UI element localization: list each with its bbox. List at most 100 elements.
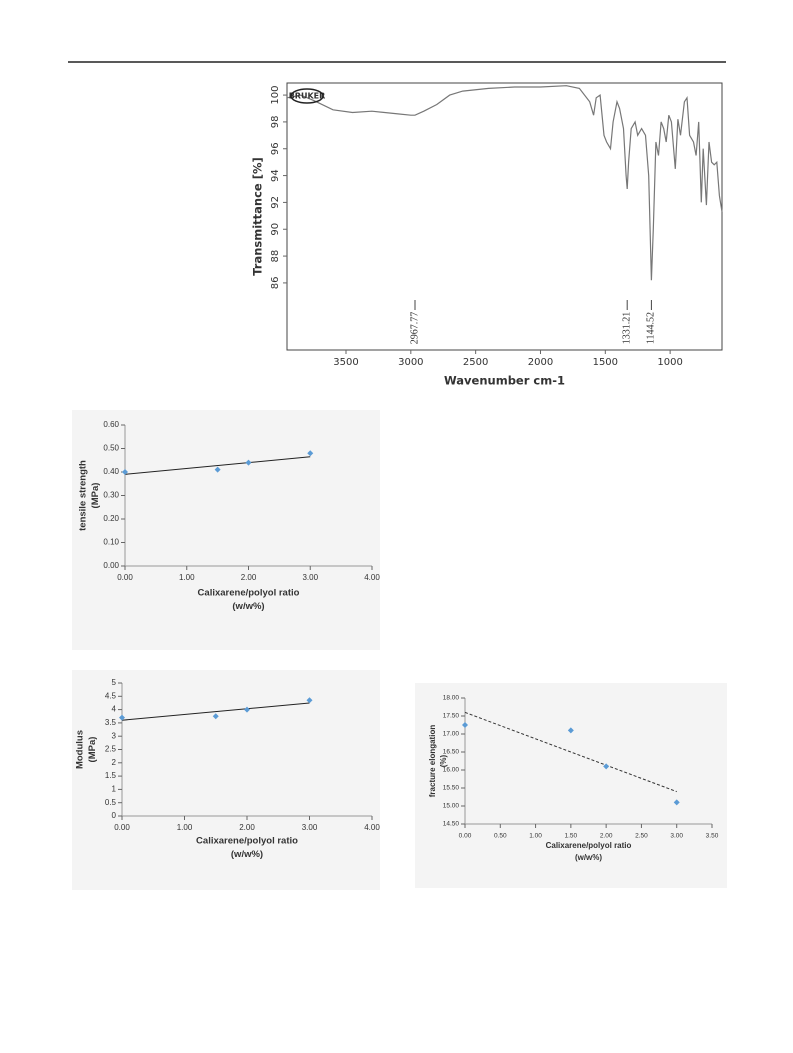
y-tick-label: 3 <box>112 731 117 740</box>
y-tick-label: 14.50 <box>443 821 460 828</box>
spectrum-line <box>286 85 723 281</box>
data-point <box>212 713 219 720</box>
y-tick-label: 90 <box>270 223 281 236</box>
x-tick-label: 3500 <box>333 357 358 368</box>
y-tick-label: 92 <box>270 196 281 209</box>
x-tick-label: 2.00 <box>239 823 255 832</box>
spectrum-panel <box>248 80 728 390</box>
x-tick-label: 0.00 <box>459 833 472 840</box>
y-tick-label: 15.00 <box>443 803 460 810</box>
y-tick-label: 0.60 <box>103 420 119 429</box>
y-tick-label: 94 <box>270 169 281 182</box>
x-axis-label: Wavenumber cm-1 <box>444 374 565 388</box>
x-tick-label: 1.00 <box>179 573 195 582</box>
x-tick-label: 0.00 <box>114 823 130 832</box>
x-tick-label: 2000 <box>528 357 553 368</box>
y-axis-label: fracture elongation <box>428 725 437 798</box>
y-tick-label: 88 <box>270 250 281 263</box>
y-tick-label: 16.00 <box>443 767 460 774</box>
x-tick-label: 1500 <box>593 357 618 368</box>
y-tick-label: 17.50 <box>443 713 460 720</box>
y-tick-label: 3.5 <box>105 718 117 727</box>
x-tick-label: 0.50 <box>494 833 507 840</box>
x-axis-label: Calixarene/polyol ratio <box>198 588 300 599</box>
data-point <box>306 697 313 704</box>
y-tick-label: 0.5 <box>105 798 117 807</box>
x-axis-label: (w/w%) <box>231 849 263 860</box>
y-tick-label: 0.30 <box>103 491 119 500</box>
y-axis-label: Modulus <box>75 730 86 769</box>
data-point <box>567 727 574 734</box>
data-point <box>119 714 125 721</box>
x-tick-label: 1000 <box>657 357 682 368</box>
x-tick-label: 3.50 <box>706 833 719 840</box>
x-tick-label: 1.00 <box>529 833 542 840</box>
data-point <box>673 799 680 806</box>
x-tick-label: 3.00 <box>670 833 683 840</box>
y-tick-label: 1 <box>112 785 117 794</box>
logo: BRUKER <box>289 92 326 101</box>
modulus-panel <box>72 670 380 890</box>
y-tick-label: 0.00 <box>103 561 119 570</box>
x-tick-label: 3.00 <box>302 823 318 832</box>
y-tick-label: 96 <box>270 142 281 155</box>
y-tick-label: 18.00 <box>443 695 460 702</box>
x-tick-label: 3000 <box>398 357 423 368</box>
trendline <box>464 711 677 793</box>
x-axis-label: Calixarene/polyol ratio <box>546 841 632 850</box>
y-axis-label: Transmittance [%] <box>251 157 265 276</box>
plot-frame <box>286 82 723 351</box>
y-tick-label: 4 <box>112 705 117 714</box>
data-point <box>122 469 128 475</box>
y-tick-label: 86 <box>270 277 281 290</box>
x-tick-label: 0.00 <box>117 573 133 582</box>
y-tick-label: 100 <box>270 86 281 105</box>
y-tick-label: 5 <box>112 678 117 687</box>
x-tick-label: 4.00 <box>364 573 380 582</box>
data-point <box>244 706 250 713</box>
y-tick-label: 0 <box>112 811 117 820</box>
peak-label: 2967.77 <box>409 312 420 345</box>
elongation-panel <box>415 683 727 888</box>
peak-label: 1331.21 <box>621 312 632 345</box>
data-point <box>462 722 468 728</box>
data-point <box>603 763 610 770</box>
y-axis-label: (MPa) <box>90 483 101 509</box>
x-tick-label: 1.50 <box>565 833 578 840</box>
x-tick-label: 2.50 <box>635 833 648 840</box>
y-tick-label: 0.40 <box>103 467 119 476</box>
y-tick-label: 17.00 <box>443 731 460 738</box>
x-tick-label: 1.00 <box>177 823 193 832</box>
x-tick-label: 4.00 <box>364 823 380 832</box>
y-tick-label: 15.50 <box>443 785 460 792</box>
peak-label: 1144.52 <box>646 312 657 344</box>
data-point <box>245 459 252 466</box>
x-tick-label: 2500 <box>463 357 488 368</box>
data-point <box>214 466 221 473</box>
x-tick-label: 2.00 <box>600 833 613 840</box>
y-axis-label: tensile strength <box>78 460 89 531</box>
x-tick-label: 2.00 <box>241 573 257 582</box>
y-tick-label: 0.10 <box>103 538 119 547</box>
y-tick-label: 0.20 <box>103 514 119 523</box>
trendline <box>121 702 310 721</box>
y-tick-label: 98 <box>270 116 281 129</box>
x-axis-label: (w/w%) <box>232 601 264 612</box>
tensile-panel <box>72 410 380 650</box>
y-axis-label: (MPa) <box>87 737 98 763</box>
y-tick-label: 4.5 <box>105 691 117 700</box>
x-axis-label: (w/w%) <box>575 853 602 862</box>
y-tick-label: 1.5 <box>105 771 117 780</box>
y-tick-label: 0.50 <box>103 444 119 453</box>
data-point <box>307 450 314 457</box>
y-tick-label: 16.50 <box>443 749 460 756</box>
y-axis-label: (%) <box>439 754 448 767</box>
x-tick-label: 3.00 <box>302 573 318 582</box>
y-tick-label: 2 <box>112 758 117 767</box>
y-tick-label: 2.5 <box>105 745 117 754</box>
x-axis-label: Calixarene/polyol ratio <box>196 836 298 847</box>
logo-ring <box>290 88 324 104</box>
trendline <box>124 456 311 475</box>
